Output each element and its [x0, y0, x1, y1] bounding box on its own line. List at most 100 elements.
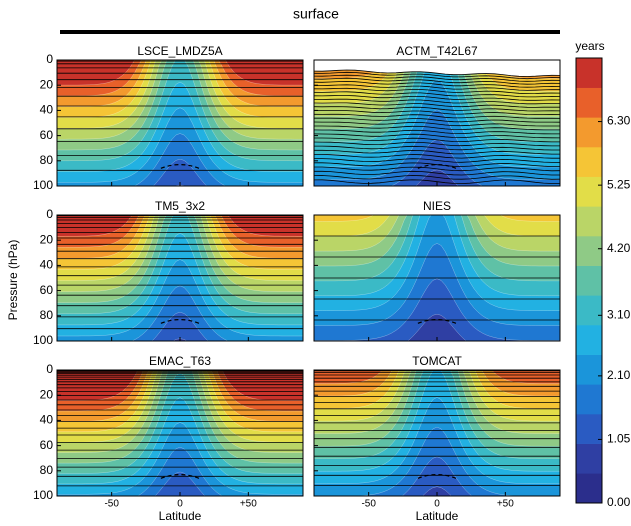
panel-title: TOMCAT [412, 354, 462, 368]
colorbar-segment [576, 58, 602, 88]
colorbar-segment [576, 295, 602, 326]
y-tick-label: 20 [40, 77, 54, 91]
model-level [314, 170, 560, 176]
model-level [314, 95, 560, 101]
colorbar-segment [576, 176, 602, 207]
y-tick-label: 100 [33, 178, 53, 192]
colorbar-label: years [575, 39, 604, 53]
x-tick-label: +50 [497, 499, 514, 510]
field-band [314, 370, 560, 384]
model-level [314, 81, 560, 88]
colorbar-tick-label: 1.05 [607, 432, 631, 446]
model-level [314, 87, 560, 95]
colorbar-segment [576, 147, 602, 177]
y-tick-label: 80 [40, 463, 54, 477]
y-tick-label: 40 [40, 103, 54, 117]
figure-title: surface [293, 6, 339, 22]
panel-field [314, 60, 560, 186]
panel-field [314, 370, 560, 496]
model-level [314, 137, 560, 143]
model-level [314, 158, 560, 163]
panel-field [314, 215, 560, 341]
y-tick-label: 0 [46, 207, 53, 221]
dashed-contour [160, 473, 200, 479]
colorbar-segment [576, 117, 602, 148]
panel-field [57, 60, 303, 186]
field-band [57, 60, 303, 86]
field-band [314, 370, 560, 397]
model-level [314, 175, 560, 180]
x-tick-label: -50 [361, 499, 376, 510]
y-tick-label: 100 [33, 333, 53, 347]
dashed-contour [160, 163, 200, 169]
y-tick-label: 20 [40, 387, 54, 401]
model-level [314, 133, 560, 139]
panel-title: NIES [423, 199, 451, 213]
y-tick-label: 0 [46, 362, 53, 376]
colorbar-tick-label: 4.20 [607, 241, 631, 255]
y-tick-label: 100 [33, 488, 53, 502]
y-tick-label: 40 [40, 413, 54, 427]
colorbar-tick-label: 2.10 [607, 368, 631, 382]
x-tick-label: +50 [240, 499, 257, 510]
y-tick-label: 40 [40, 258, 54, 272]
model-level [314, 121, 560, 127]
model-level [314, 125, 560, 131]
panel-title: EMAC_T63 [149, 354, 211, 368]
colorbar-segment [576, 206, 602, 237]
model-level [314, 69, 560, 77]
colorbar-segment [576, 414, 602, 444]
colorbar-segment [576, 473, 602, 504]
y-tick-label: 60 [40, 438, 54, 452]
colorbar-segment [576, 443, 602, 474]
colorbar-segment [576, 87, 602, 118]
x-tick-label: -50 [104, 499, 119, 510]
field-band [314, 215, 560, 222]
colorbar-segment [576, 236, 602, 266]
y-tick-label: 60 [40, 128, 54, 142]
model-level [314, 166, 560, 172]
model-level [314, 84, 560, 91]
x-tick-label: 0 [434, 499, 440, 510]
colorbar-segment [576, 384, 602, 415]
model-level [314, 91, 560, 98]
dashed-contour [160, 318, 200, 324]
panel-title: TM5_3x2 [155, 199, 205, 213]
y-tick-label: 60 [40, 283, 54, 297]
model-level [314, 74, 560, 82]
model-top [314, 60, 560, 77]
colorbar-tick-label: 5.25 [607, 177, 631, 191]
model-level [314, 113, 560, 119]
model-level [314, 179, 560, 185]
panel-field [57, 370, 303, 496]
y-tick-label: 80 [40, 153, 54, 167]
model-level [314, 162, 560, 168]
x-axis-label: Latitude [416, 509, 459, 523]
panel-title: ACTM_T42L67 [396, 44, 478, 58]
colorbar-segment [576, 265, 602, 296]
model-level [314, 153, 560, 159]
model-level [314, 98, 560, 105]
model-level [314, 117, 560, 123]
dashed-contour [417, 318, 457, 324]
model-level [314, 106, 560, 112]
model-level [314, 77, 560, 85]
y-tick-label: 20 [40, 232, 54, 246]
model-level [314, 129, 560, 135]
model-level [314, 145, 560, 151]
model-level [314, 71, 560, 80]
colorbar-tick-label: 3.10 [607, 307, 631, 321]
y-tick-label: 0 [46, 52, 53, 66]
model-level [314, 149, 560, 155]
x-axis-label: Latitude [159, 509, 202, 523]
y-tick-label: 80 [40, 308, 54, 322]
panel-field [57, 215, 303, 341]
colorbar-segment [576, 325, 602, 355]
model-level [314, 141, 560, 147]
colorbar-frame [575, 57, 603, 504]
title-rule [60, 30, 560, 34]
y-axis-label: Pressure (hPa) [6, 240, 20, 321]
colorbar-segment [576, 354, 602, 385]
model-level [314, 110, 560, 115]
